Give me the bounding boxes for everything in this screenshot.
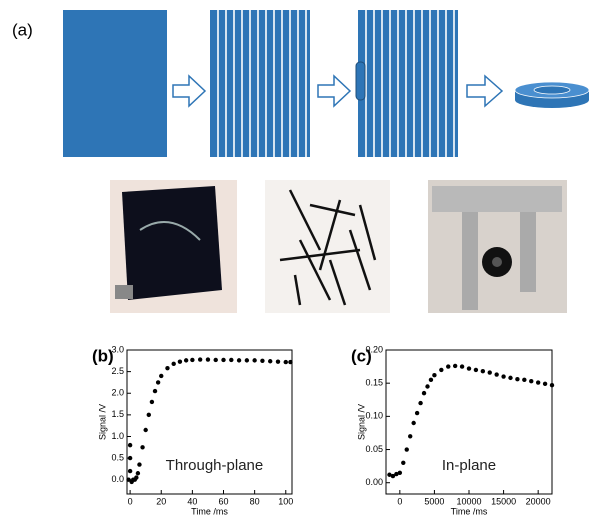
x-tick-label: 5000 — [424, 496, 444, 506]
data-point — [459, 364, 465, 369]
x-tick-label: 0 — [128, 496, 133, 506]
y-tick-label: 0.05 — [365, 444, 383, 454]
data-point — [432, 373, 437, 378]
data-point — [221, 357, 226, 363]
data-point — [401, 460, 406, 466]
data-point — [446, 364, 451, 369]
data-point — [236, 358, 242, 363]
y-tick-label: 0.20 — [365, 344, 383, 354]
data-point — [529, 378, 534, 384]
data-point — [197, 357, 203, 362]
data-point — [480, 369, 486, 374]
x-axis-label: Time /ms — [451, 506, 488, 516]
data-point — [159, 373, 164, 379]
annotation: In-plane — [442, 457, 496, 474]
y-tick-label: 0.5 — [111, 452, 124, 462]
data-point — [408, 434, 413, 439]
x-tick-label: 60 — [219, 496, 229, 506]
data-point — [183, 358, 189, 363]
y-tick-label: 0.15 — [365, 378, 383, 388]
data-point — [177, 359, 183, 364]
x-tick-label: 40 — [187, 496, 197, 506]
data-point — [127, 468, 133, 474]
data-point — [149, 399, 155, 405]
panel-label: (a) — [12, 20, 33, 39]
x-tick-label: 20 — [156, 496, 166, 506]
data-point — [418, 400, 423, 406]
data-point — [171, 361, 176, 367]
data-point — [229, 357, 234, 363]
y-tick-label: 0.10 — [365, 411, 383, 421]
data-point — [473, 367, 479, 373]
data-point — [549, 382, 555, 388]
data-point — [522, 377, 527, 383]
data-point — [140, 445, 145, 450]
data-point — [390, 473, 396, 479]
data-point — [205, 357, 211, 362]
data-point — [397, 470, 403, 475]
data-point — [155, 380, 161, 385]
data-point — [252, 358, 257, 363]
data-point — [414, 410, 420, 416]
data-point — [487, 370, 492, 375]
data-point — [275, 359, 281, 364]
x-tick-label: 80 — [250, 496, 260, 506]
data-point — [421, 390, 427, 396]
annotation: Through-plane — [166, 457, 264, 474]
y-tick-label: 3.0 — [111, 344, 124, 354]
data-point — [501, 374, 506, 379]
data-point — [515, 376, 520, 382]
data-point — [394, 471, 399, 477]
x-tick-label: 10000 — [456, 496, 481, 506]
x-tick-label: 20000 — [526, 496, 551, 506]
x-tick-label: 15000 — [491, 496, 516, 506]
y-tick-label: 1.5 — [111, 409, 124, 419]
data-point — [535, 380, 541, 385]
x-tick-label: 0 — [397, 496, 402, 506]
panel-label: (b) — [92, 346, 114, 365]
data-point — [542, 381, 548, 387]
data-point — [260, 358, 265, 364]
y-tick-label: 2.5 — [111, 366, 124, 376]
schematic — [63, 10, 590, 157]
data-point — [127, 455, 133, 461]
data-point — [126, 477, 131, 482]
data-point — [404, 447, 409, 452]
data-point — [283, 359, 288, 365]
y-tick-label: 1.0 — [111, 431, 124, 441]
panel-label: (c) — [351, 346, 372, 365]
data-point — [152, 388, 158, 394]
data-point — [165, 365, 170, 371]
data-point — [190, 357, 195, 363]
photos — [110, 180, 567, 313]
data-point — [137, 462, 142, 467]
data-point — [135, 471, 141, 476]
data-point — [146, 412, 151, 418]
data-point — [244, 358, 250, 363]
data-point — [494, 372, 499, 377]
data-point — [288, 359, 293, 365]
data-point — [134, 475, 139, 480]
y-tick-label: 0.0 — [111, 474, 124, 484]
data-point — [127, 442, 133, 448]
y-axis-label: Signal /V — [356, 404, 366, 440]
data-point — [439, 367, 444, 373]
x-axis-label: Time /ms — [191, 506, 228, 516]
data-point — [411, 420, 416, 426]
data-point — [143, 427, 148, 433]
data-point — [425, 384, 430, 389]
data-point — [508, 375, 513, 381]
y-tick-label: 0.00 — [365, 477, 383, 487]
y-tick-label: 2.0 — [111, 388, 124, 398]
x-tick-label: 100 — [278, 496, 293, 506]
data-point — [387, 472, 392, 477]
y-axis-label: Signal /V — [97, 404, 107, 440]
data-point — [268, 359, 273, 364]
data-point — [428, 377, 434, 383]
data-point — [452, 363, 458, 369]
data-point — [466, 366, 472, 371]
data-point — [213, 357, 218, 363]
plot-frame — [126, 349, 293, 495]
